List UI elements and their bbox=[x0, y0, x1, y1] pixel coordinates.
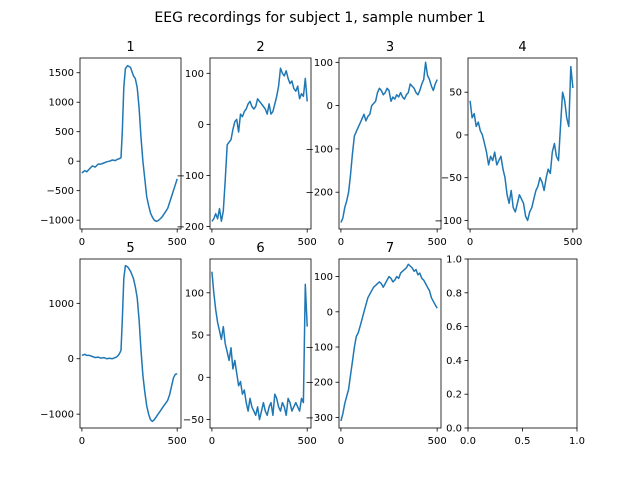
x-tick-label: 0 bbox=[338, 436, 344, 447]
y-tick-label: −50 bbox=[183, 415, 204, 426]
subplot-title: 7 bbox=[386, 241, 394, 256]
y-tick-label: −100 bbox=[306, 144, 333, 155]
y-tick-label: −100 bbox=[177, 171, 204, 182]
y-tick-label: 100 bbox=[185, 288, 204, 299]
x-tick-label: 0 bbox=[209, 436, 215, 447]
y-tick-label: 100 bbox=[185, 69, 204, 80]
axes-frame bbox=[79, 258, 182, 429]
subplot-title: 5 bbox=[126, 241, 134, 256]
x-tick-label: 500 bbox=[168, 436, 187, 447]
y-tick-label: −200 bbox=[306, 188, 333, 199]
y-tick-label: 1000 bbox=[49, 299, 74, 310]
x-tick-label: 500 bbox=[563, 237, 582, 248]
y-tick-label: 100 bbox=[314, 58, 333, 69]
series-line bbox=[81, 264, 178, 423]
y-tick-label: 0 bbox=[198, 373, 204, 384]
subplot-5: 5 0 500 −1000 0 1000 bbox=[40, 241, 187, 447]
y-tick-label: 1.0 bbox=[446, 255, 462, 266]
y-tick-label: 0 bbox=[198, 120, 204, 131]
y-tick-label: 0 bbox=[327, 307, 333, 318]
y-tick-label: 0.6 bbox=[446, 322, 462, 333]
axes-frame bbox=[338, 258, 442, 429]
series-line bbox=[340, 61, 438, 223]
subplot-4: 4 0 500 −100 −50 0 50 bbox=[435, 40, 583, 248]
axes-frame bbox=[209, 258, 312, 429]
subplot-title: 4 bbox=[518, 40, 526, 55]
x-tick-label: 0 bbox=[79, 436, 85, 447]
series-line bbox=[81, 64, 178, 223]
y-tick-label: −300 bbox=[306, 413, 333, 424]
x-tick-label: 0.5 bbox=[515, 436, 531, 447]
y-tick-label: 0 bbox=[68, 157, 74, 168]
subplot-1: 1 0 500 −1000 −500 0 500 1000 1500 bbox=[40, 40, 187, 248]
x-tick-label: 1.0 bbox=[569, 436, 585, 447]
x-tick-label: 500 bbox=[428, 237, 447, 248]
y-tick-label: 0.8 bbox=[446, 288, 462, 299]
axes-frame bbox=[209, 57, 312, 230]
plot-area bbox=[339, 58, 441, 229]
x-tick-label: 0 bbox=[209, 237, 215, 248]
y-tick-label: −50 bbox=[441, 173, 462, 184]
x-tick-label: 0.0 bbox=[460, 436, 476, 447]
y-tick-label: 0 bbox=[327, 101, 333, 112]
y-tick-label: 50 bbox=[449, 88, 462, 99]
x-tick-label: 0 bbox=[467, 237, 473, 248]
subplot-3: 3 0 500 −200 −100 0 100 bbox=[306, 40, 447, 248]
y-tick-label: −1000 bbox=[40, 410, 74, 421]
y-tick-label: −100 bbox=[306, 343, 333, 354]
y-tick-label: −1000 bbox=[40, 216, 74, 227]
y-tick-label: 100 bbox=[314, 272, 333, 283]
plot-area bbox=[468, 259, 577, 428]
subplot-title: 6 bbox=[256, 241, 264, 256]
x-tick-label: 0 bbox=[79, 237, 85, 248]
x-tick-label: 0 bbox=[338, 237, 344, 248]
y-tick-label: 500 bbox=[55, 127, 74, 138]
y-tick-label: −200 bbox=[177, 222, 204, 233]
y-tick-label: 0.4 bbox=[446, 356, 462, 367]
y-tick-label: 0 bbox=[456, 130, 462, 141]
series-line bbox=[211, 271, 308, 421]
y-tick-label: −100 bbox=[435, 216, 462, 227]
x-tick-label: 500 bbox=[298, 237, 317, 248]
subplot-title: 1 bbox=[126, 40, 134, 55]
series-line bbox=[211, 67, 308, 223]
plot-area bbox=[210, 58, 311, 229]
series-line bbox=[469, 65, 574, 222]
axes-frame bbox=[467, 57, 578, 230]
subplot-title: 3 bbox=[386, 40, 394, 55]
y-tick-label: −200 bbox=[306, 378, 333, 389]
y-tick-label: −500 bbox=[47, 186, 74, 197]
y-tick-label: 1500 bbox=[49, 68, 74, 79]
y-tick-label: 0.0 bbox=[446, 424, 462, 435]
y-tick-label: 1000 bbox=[49, 98, 74, 109]
subplot-7: 7 0 500 −300 −200 −100 0 100 bbox=[306, 241, 447, 447]
x-tick-label: 500 bbox=[298, 436, 317, 447]
figure-suptitle: EEG recordings for subject 1, sample num… bbox=[154, 10, 485, 26]
plot-area bbox=[80, 58, 181, 229]
plot-area bbox=[80, 259, 181, 428]
axes-frame bbox=[79, 57, 182, 230]
plot-area bbox=[210, 259, 311, 428]
axes-frame bbox=[338, 57, 442, 230]
subplot-6: 6 0 500 −50 0 50 100 bbox=[183, 241, 317, 447]
y-tick-label: 0.2 bbox=[446, 390, 462, 401]
subplot-8: 0.0 0.5 1.0 0.0 0.2 0.4 0.6 0.8 1.0 bbox=[446, 255, 585, 448]
subplot-2: 2 0 500 −200 −100 0 100 bbox=[177, 40, 317, 248]
y-tick-label: 50 bbox=[191, 331, 204, 342]
y-tick-label: 0 bbox=[68, 354, 74, 365]
series-line bbox=[340, 263, 438, 422]
plot-area bbox=[339, 259, 441, 428]
x-tick-label: 500 bbox=[428, 436, 447, 447]
subplot-title: 2 bbox=[256, 40, 264, 55]
x-tick-label: 500 bbox=[168, 237, 187, 248]
